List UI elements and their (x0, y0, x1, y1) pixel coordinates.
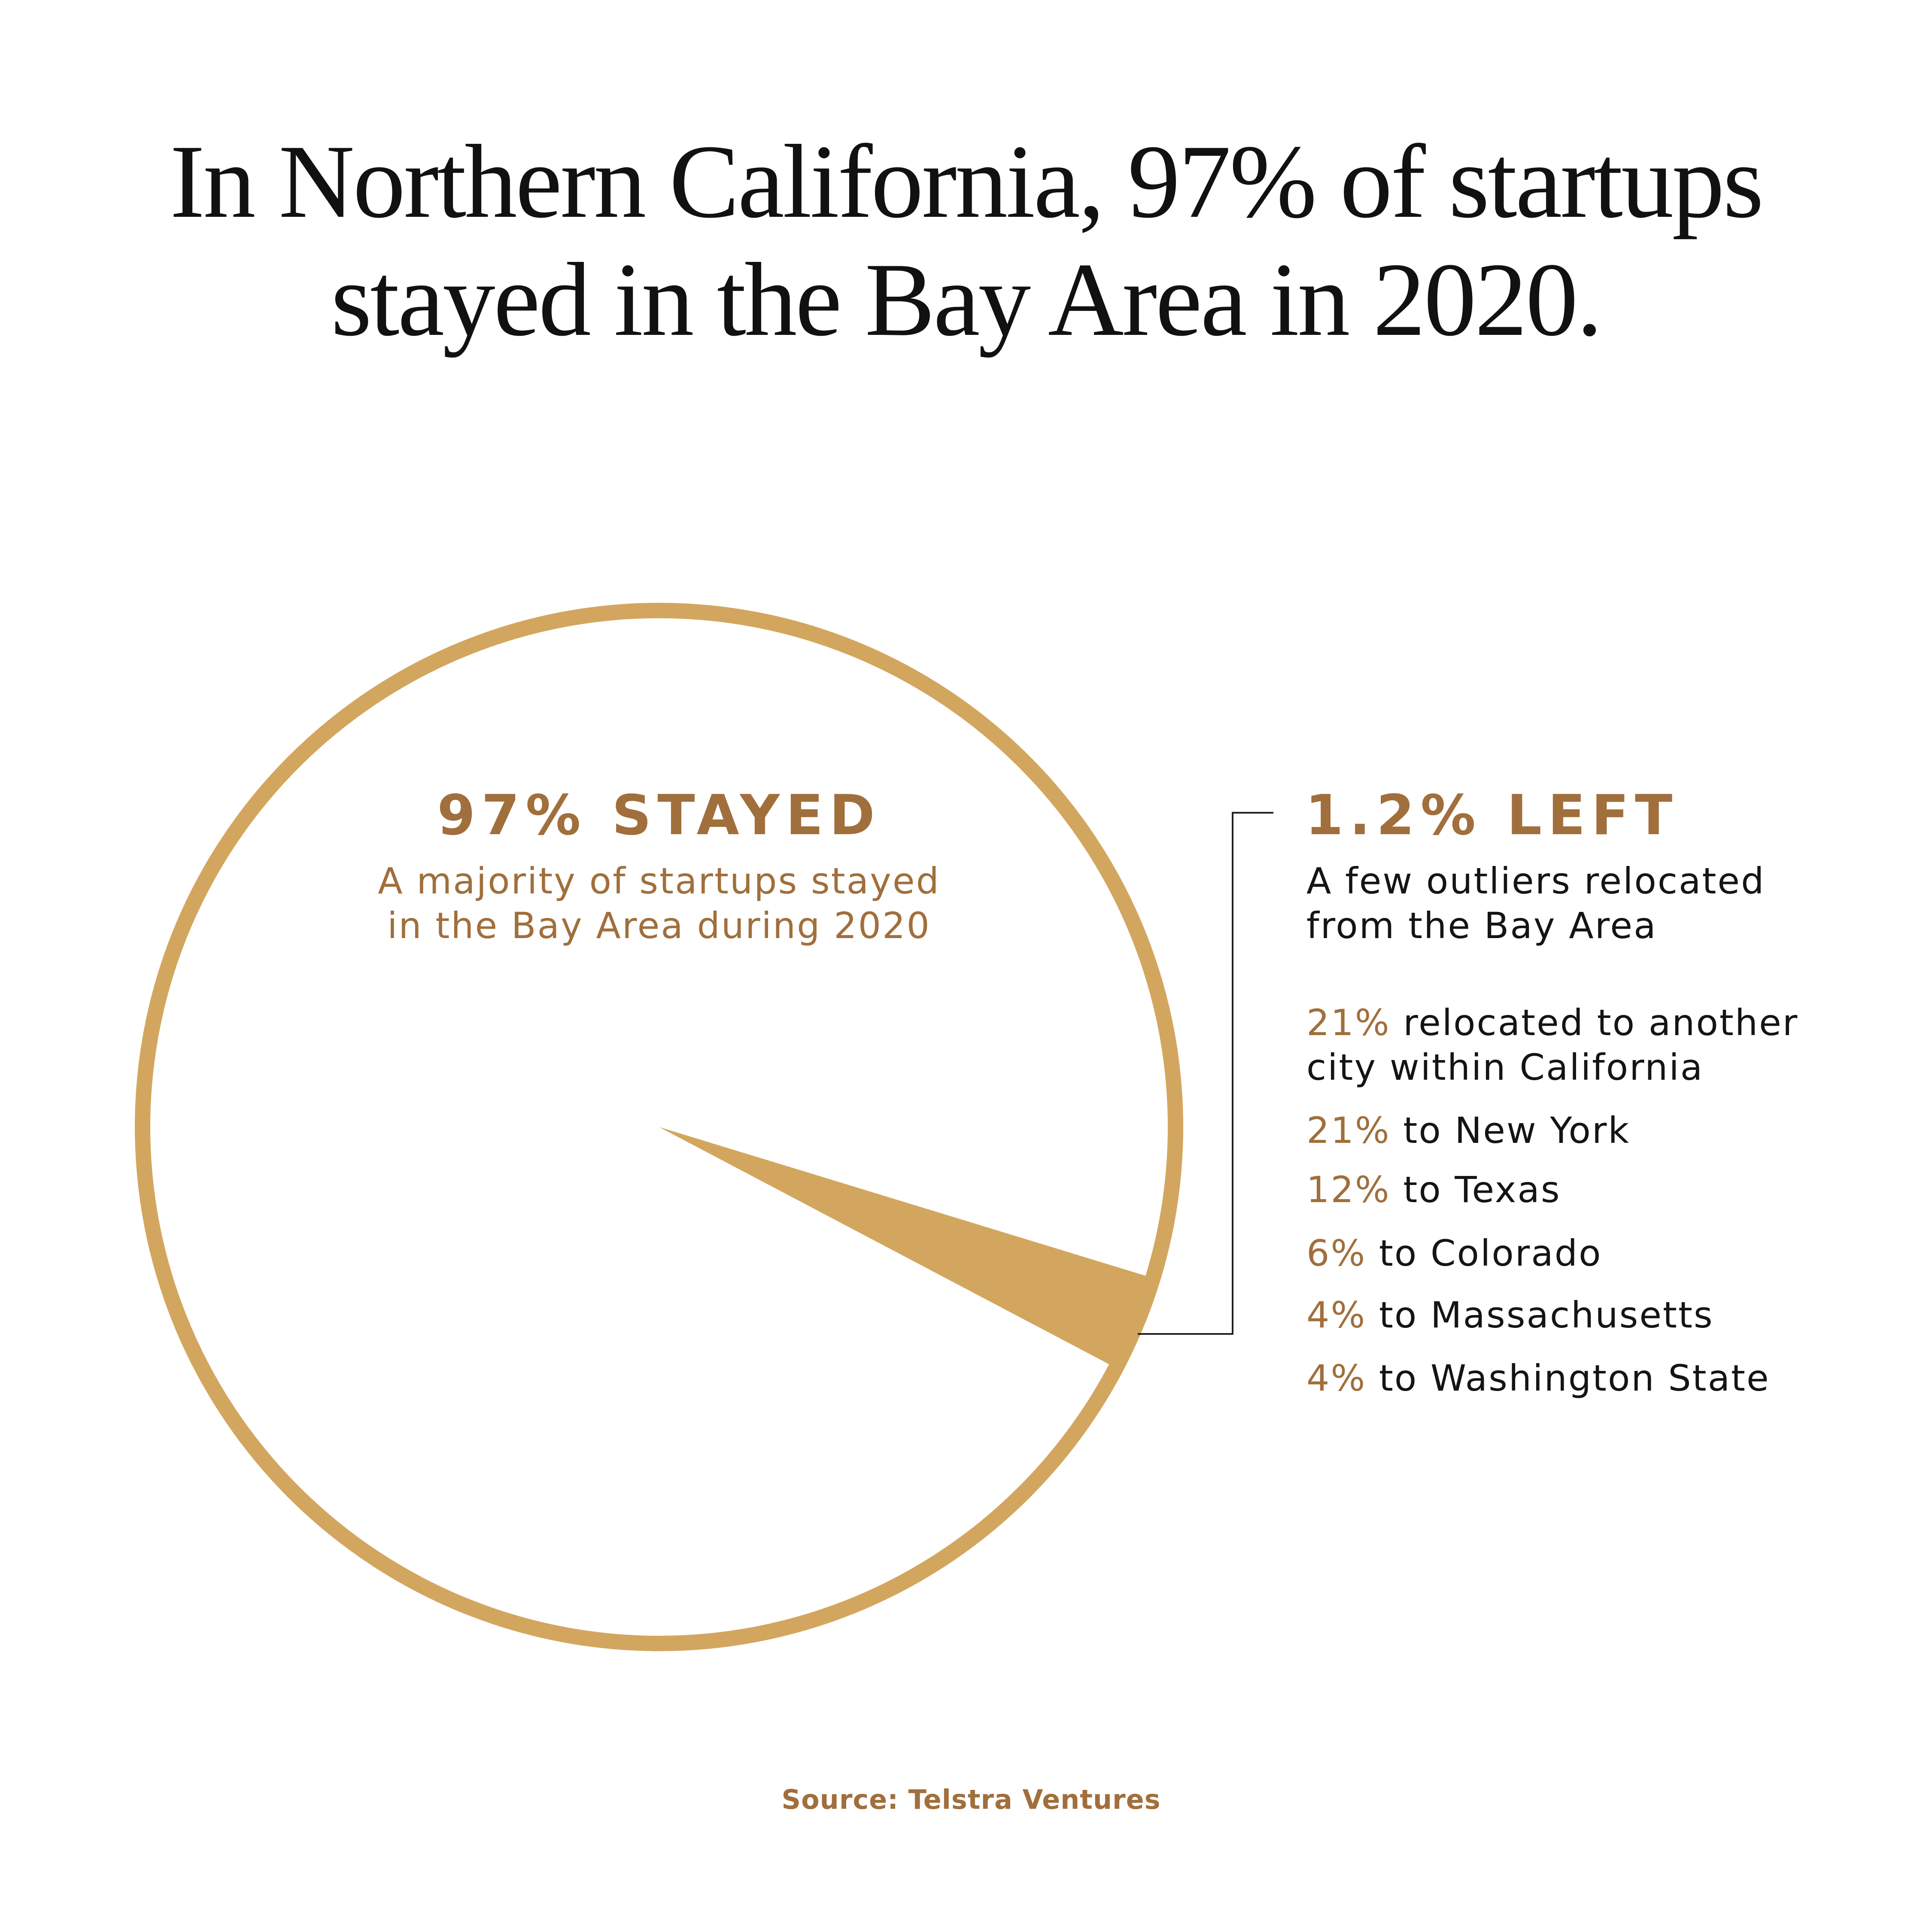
stayed-desc-line-1: A majority of startups stayed (378, 860, 940, 902)
destination-item: 4% to Massachusetts (1306, 1297, 1714, 1333)
destination-item: 12% to Texas (1306, 1172, 1561, 1208)
destination-text: to Washington State (1379, 1357, 1770, 1399)
destination-pct: 21% (1306, 1002, 1391, 1044)
destination-text: to New York (1403, 1109, 1631, 1151)
destination-text: to Colorado (1379, 1232, 1602, 1274)
destination-pct: 21% (1306, 1109, 1391, 1151)
connector-line (1138, 812, 1273, 1335)
left-heading: 1.2% LEFT (1305, 784, 1679, 848)
title-line-2: stayed in the Bay Area in 2020. (331, 241, 1603, 358)
destination-pct: 4% (1306, 1294, 1367, 1336)
destination-text: relocated to another (1403, 1002, 1799, 1044)
destination-item: 21% to New York (1306, 1112, 1630, 1148)
destination-text: to Texas (1403, 1169, 1561, 1211)
destination-text: to Massachusetts (1379, 1294, 1714, 1336)
destination-pct: 4% (1306, 1357, 1367, 1399)
left-desc-line-2: from the Bay Area (1306, 905, 1657, 947)
destination-item: 4% to Washington State (1306, 1360, 1770, 1396)
left-desc-line-1: A few outliers relocated (1306, 860, 1765, 902)
pie-ring (135, 603, 1183, 1651)
destination-item: 21% relocated to another (1306, 1005, 1798, 1041)
stayed-desc-line-2: in the Bay Area during 2020 (387, 905, 931, 947)
destination-text-cont: city within California (1306, 1046, 1704, 1088)
source-note: Source: Telstra Ventures (781, 1784, 1161, 1815)
destination-pct: 6% (1306, 1232, 1367, 1274)
destination-pct: 12% (1306, 1169, 1391, 1211)
destination-item: 6% to Colorado (1306, 1235, 1602, 1271)
pie-slice-left (659, 1127, 1160, 1371)
stayed-heading: 97% STAYED (437, 784, 881, 848)
title-line-1: In Northern California, 97% of startups (170, 123, 1764, 240)
